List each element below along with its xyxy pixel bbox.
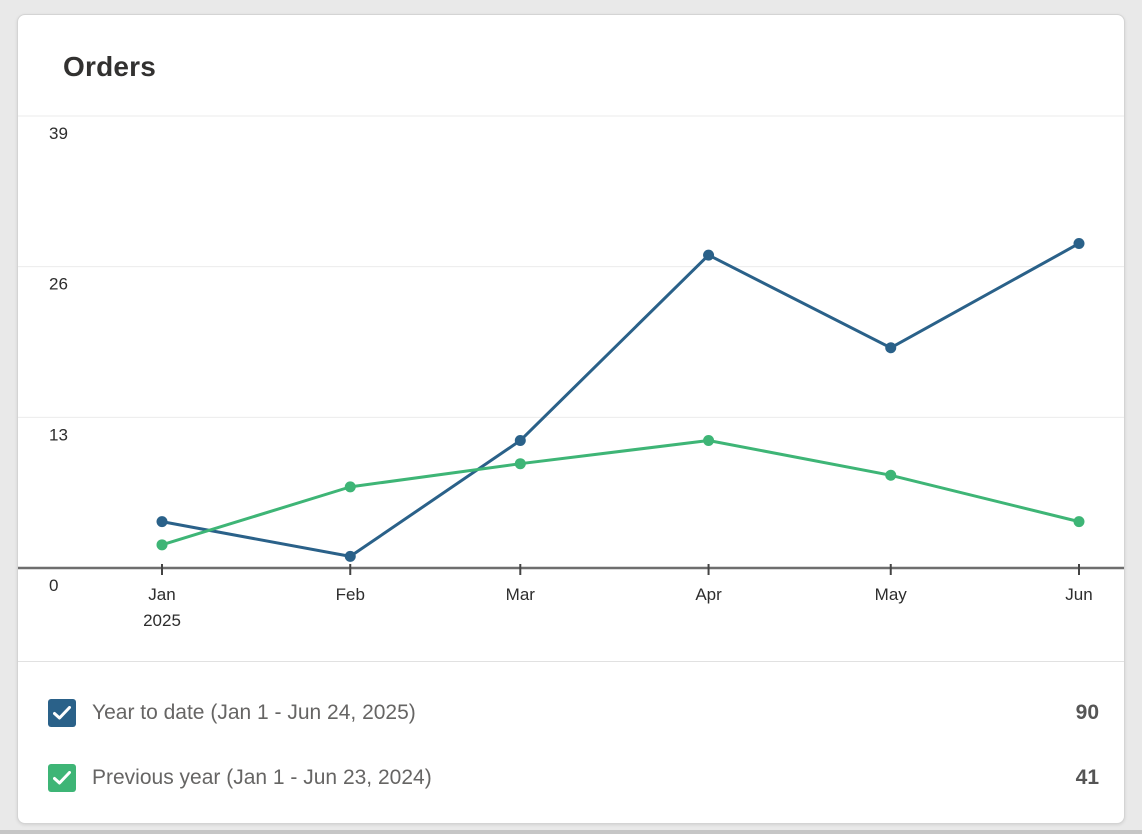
x-tick-label: Apr [695, 585, 722, 604]
data-point[interactable] [156, 516, 168, 528]
orders-card: Orders 39 26 13 0 Jan 2025 Feb Mar Apr May Jun Yea… [17, 14, 1125, 824]
data-point[interactable] [344, 481, 356, 493]
orders-line-chart: 39 26 13 0 Jan 2025 Feb Mar Apr May Jun [18, 115, 1124, 630]
checkmark-icon [53, 706, 71, 720]
x-tick-label: Mar [506, 585, 536, 604]
series-line [161, 439, 1080, 547]
legend-item-year-to-date: Year to date (Jan 1 - Jun 24, 2025) 90 [48, 699, 1099, 727]
legend-total: 90 [1075, 701, 1099, 724]
checkmark-icon [53, 771, 71, 785]
x-tick-label: Jan [148, 585, 175, 604]
x-tick-sublabel: 2025 [143, 611, 181, 630]
x-tick-label: May [875, 585, 908, 604]
year-to-date-checkbox[interactable] [48, 699, 76, 727]
data-point[interactable] [703, 435, 715, 447]
data-point[interactable] [885, 342, 897, 354]
legend-total: 41 [1075, 766, 1099, 789]
data-point[interactable] [1073, 516, 1085, 528]
window-bottom-edge [0, 830, 1142, 834]
legend-label: Previous year (Jan 1 - Jun 23, 2024) [92, 766, 432, 789]
data-point[interactable] [1073, 237, 1085, 249]
x-tick-label: Feb [336, 585, 365, 604]
legend-label: Year to date (Jan 1 - Jun 24, 2025) [92, 701, 416, 724]
y-tick-label: 26 [49, 275, 68, 294]
legend-divider [18, 661, 1124, 662]
data-point[interactable] [514, 435, 526, 447]
x-tick-label: Jun [1065, 585, 1092, 604]
data-point[interactable] [514, 458, 526, 470]
card-title: Orders [63, 51, 157, 82]
data-point[interactable] [703, 249, 715, 261]
y-tick-label: 39 [49, 124, 68, 143]
data-point[interactable] [156, 539, 168, 551]
y-tick-label: 13 [49, 425, 68, 444]
legend-item-previous-year: Previous year (Jan 1 - Jun 23, 2024) 41 [48, 764, 1099, 792]
data-point[interactable] [344, 550, 356, 562]
data-point[interactable] [885, 469, 897, 481]
series-line [161, 242, 1080, 558]
y-tick-label: 0 [49, 576, 58, 595]
previous-year-checkbox[interactable] [48, 764, 76, 792]
